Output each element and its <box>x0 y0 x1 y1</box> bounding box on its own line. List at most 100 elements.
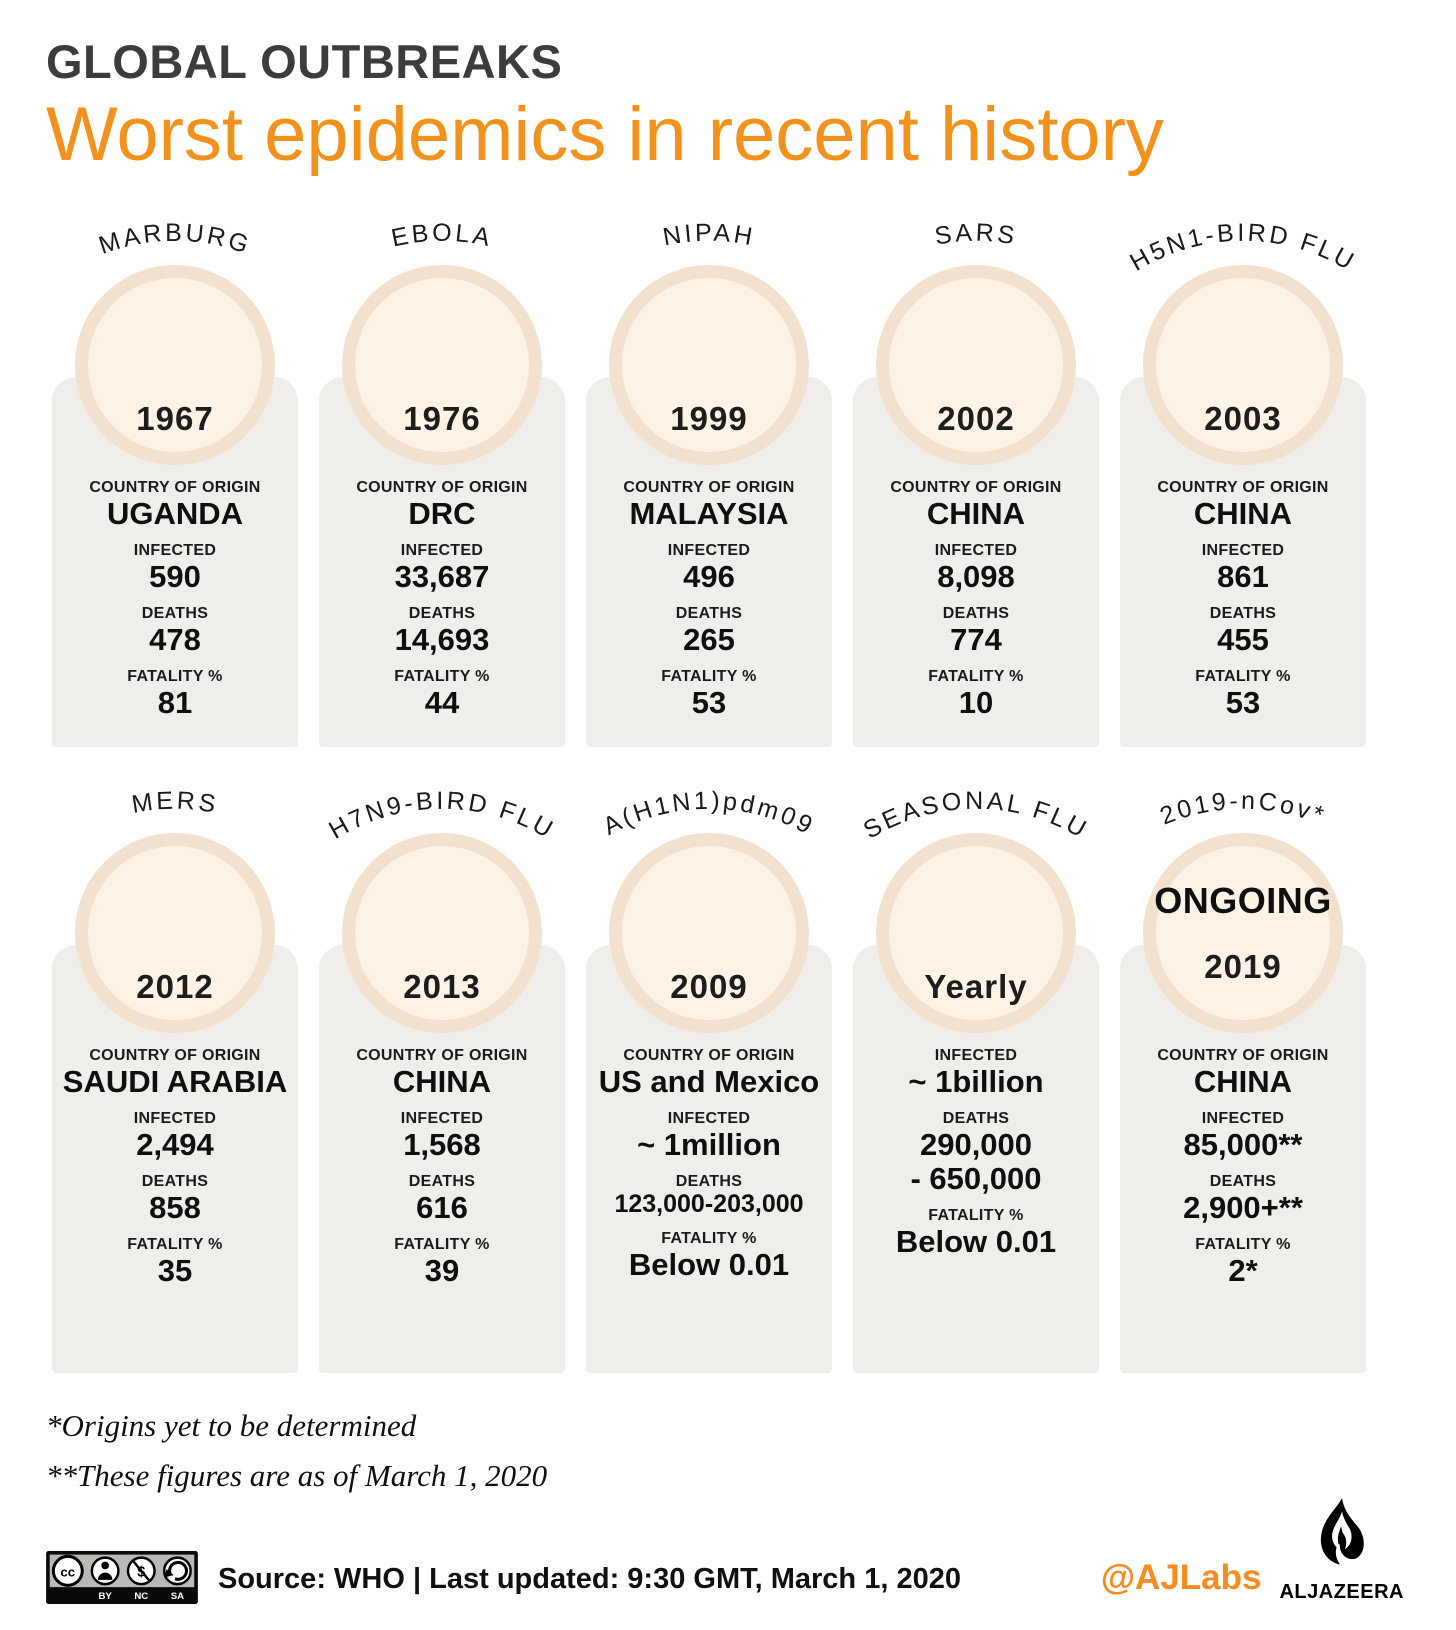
stat-label: FATALITY % <box>928 1207 1024 1225</box>
stat-value: CHINA <box>926 495 1026 531</box>
stat-value: 14,693 <box>394 621 490 657</box>
svg-text:MARBURG: MARBURG <box>95 219 254 260</box>
stat: FATALITY % 53 <box>1126 668 1360 720</box>
disease-circle: ONGOING 2019 <box>1143 833 1343 1034</box>
section-kicker: GLOBAL OUTBREAKS <box>46 35 563 88</box>
footnote: *Origins yet to be determined <box>46 1408 417 1444</box>
status-label: ONGOING <box>1154 880 1332 922</box>
stat-value: 53 <box>691 685 727 721</box>
epidemic-card: H5N1-BIRD FLU 2003 COUNTRY OF ORIGIN CHIN… <box>1120 201 1366 748</box>
stat: INFECTED 861 <box>1126 542 1360 594</box>
stat-value: 85,000** <box>1183 1127 1303 1163</box>
stat-value: 123,000-203,000 <box>614 1190 804 1219</box>
stat-label: INFECTED <box>400 1110 484 1128</box>
disease-name: MARBURG <box>95 219 251 260</box>
stat-label: DEATHS <box>675 604 743 622</box>
disease-circle: 1999 <box>609 264 809 465</box>
stat: COUNTRY OF ORIGIN MALAYSIA <box>592 479 826 531</box>
stat-value: SAUDI ARABIA <box>62 1064 288 1100</box>
stat-label: INFECTED <box>133 1110 217 1128</box>
stat-label: COUNTRY OF ORIGIN <box>623 478 795 496</box>
stat: INFECTED 2,494 <box>58 1110 292 1162</box>
stat: FATALITY % 2* <box>1126 1236 1360 1288</box>
disease-circle: 2009 <box>609 833 809 1034</box>
year-label: 2013 <box>403 968 481 1006</box>
epidemic-card: H7N9-BIRD FLU 2013 COUNTRY OF ORIGIN CHIN… <box>319 769 565 1374</box>
year-label: Yearly <box>924 968 1028 1006</box>
stat-value: 2* <box>1228 1253 1258 1289</box>
stat: DEATHS 2,900+** <box>1126 1173 1360 1225</box>
stat-value: Below 0.01 <box>895 1224 1057 1260</box>
ajlabs-handle: @AJLabs <box>1100 1558 1262 1597</box>
svg-text:MERS: MERS <box>130 787 221 819</box>
svg-text:SARS: SARS <box>933 218 1019 250</box>
disease-circle: 1976 <box>342 264 542 465</box>
stats-panel: COUNTRY OF ORIGIN US and Mexico INFECTED ~ … <box>586 945 832 1374</box>
aljazeera-wordmark: ALJAZEERA <box>1279 1581 1404 1603</box>
stat: INFECTED 1,568 <box>325 1110 559 1162</box>
stat-label: COUNTRY OF ORIGIN <box>1157 1047 1329 1065</box>
stat-value: MALAYSIA <box>629 495 789 531</box>
year-label: 1999 <box>670 399 748 437</box>
stat-value: 81 <box>157 685 193 721</box>
stat-label: DEATHS <box>408 1173 476 1191</box>
cc-license-badge: cc $ BY NC SA <box>46 1551 198 1604</box>
stat-value: 2,900+** <box>1183 1190 1303 1226</box>
stat: DEATHS 14,693 <box>325 605 559 657</box>
stat-value: Below 0.01 <box>628 1246 790 1282</box>
stat-value: UGANDA <box>106 495 244 531</box>
stat-label: FATALITY % <box>1195 1236 1291 1254</box>
disease-name: 2019-nCov* <box>1156 787 1327 831</box>
stat: INFECTED 8,098 <box>859 542 1093 594</box>
stat-label: DEATHS <box>675 1173 743 1191</box>
stat-label: INFECTED <box>1201 1110 1285 1128</box>
stat: DEATHS 265 <box>592 605 826 657</box>
stat-label: COUNTRY OF ORIGIN <box>89 1047 261 1065</box>
stat-label: DEATHS <box>942 604 1010 622</box>
stat: FATALITY % Below 0.01 <box>859 1207 1093 1259</box>
stat-value: 616 <box>416 1190 468 1226</box>
svg-text:cc: cc <box>60 1564 75 1579</box>
stat-value: 44 <box>424 685 460 721</box>
year-label: 2009 <box>670 968 748 1006</box>
stat: DEATHS 455 <box>1126 605 1360 657</box>
disease-name-arc: EBOLA <box>389 219 495 253</box>
epidemic-card: MARBURG 1967 COUNTRY OF ORIGIN UGANDA INFE… <box>52 201 298 748</box>
epidemic-card: SEASONAL FLU Yearly INFECTED ~ 1billion DE… <box>853 769 1099 1374</box>
stat-label: FATALITY % <box>127 668 223 686</box>
disease-name: SARS <box>933 218 1016 250</box>
disease-name: NIPAH <box>661 218 755 251</box>
year-label: 2002 <box>937 399 1015 437</box>
stat: FATALITY % 53 <box>592 668 826 720</box>
stat: FATALITY % 35 <box>58 1236 292 1288</box>
stat-value: 10 <box>958 685 994 721</box>
stat-value: 35 <box>157 1253 193 1289</box>
disease-name-arc: H7N9-BIRD FLU <box>324 787 556 845</box>
footer: cc $ BY NC SA Source: WHO | Last updated… <box>46 1498 1404 1604</box>
cards-grid: MARBURG 1967 COUNTRY OF ORIGIN UGANDA INFE… <box>52 201 1366 1374</box>
stat-value: 290,000 - 650,000 <box>910 1127 1042 1197</box>
stat: FATALITY % 39 <box>325 1236 559 1288</box>
stat-value: 478 <box>149 621 201 657</box>
disease-name-arc: NIPAH <box>661 218 755 251</box>
stat-value: 265 <box>683 621 735 657</box>
svg-text:SA: SA <box>171 1591 184 1602</box>
stat: COUNTRY OF ORIGIN DRC <box>325 479 559 531</box>
source-line: Source: WHO | Last updated: 9:30 GMT, Ma… <box>218 1563 961 1595</box>
svg-text:EBOLA: EBOLA <box>389 219 495 253</box>
stat-label: INFECTED <box>133 541 217 559</box>
stat-label: FATALITY % <box>661 668 757 686</box>
stat-value: 774 <box>950 621 1002 657</box>
stat: COUNTRY OF ORIGIN CHINA <box>325 1047 559 1099</box>
stat: INFECTED 496 <box>592 542 826 594</box>
stat: COUNTRY OF ORIGIN UGANDA <box>58 479 292 531</box>
epidemic-card: SARS 2002 COUNTRY OF ORIGIN CHINA INFECTED… <box>853 201 1099 748</box>
stat: INFECTED 85,000** <box>1126 1110 1360 1162</box>
epidemic-card: NIPAH 1999 COUNTRY OF ORIGIN MALAYSIA INFE… <box>586 201 832 748</box>
stat-value: 496 <box>683 558 735 594</box>
epidemic-card: A(H1N1)pdm09 2009 COUNTRY OF ORIGIN US an… <box>586 769 832 1374</box>
year-label: 1967 <box>136 399 214 437</box>
stat-label: FATALITY % <box>127 1236 223 1254</box>
epidemic-card: MERS 2012 COUNTRY OF ORIGIN SAUDI ARABIA I… <box>52 769 298 1374</box>
stat-value: 8,098 <box>937 558 1015 594</box>
